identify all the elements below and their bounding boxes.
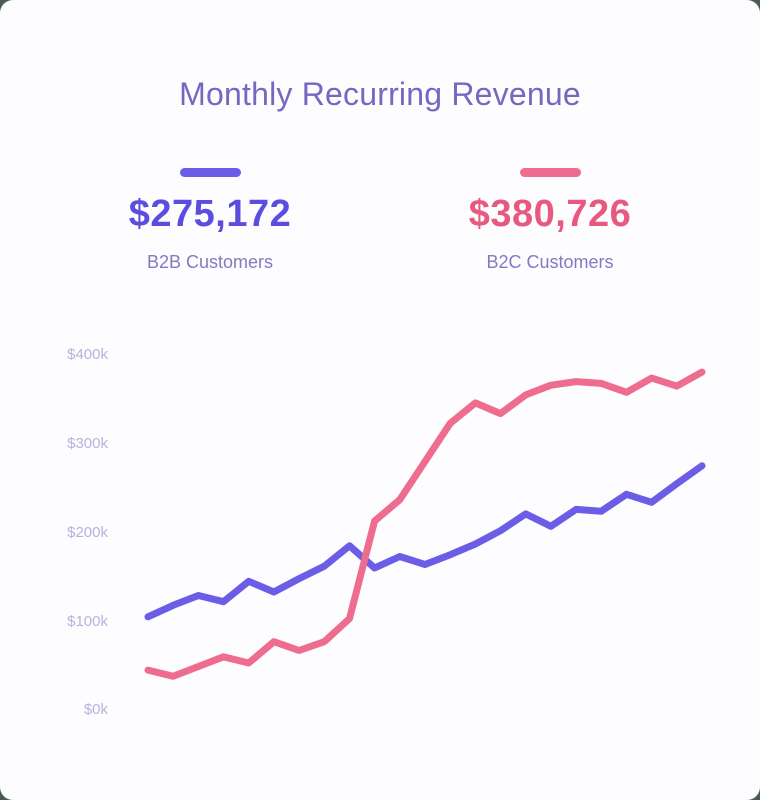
b2b-color-swatch: [179, 168, 241, 177]
y-axis-tick-200k: $200k: [67, 524, 108, 541]
b2b-line: [144, 462, 706, 621]
legend-item-b2b: $275,172 B2B Customers: [70, 168, 350, 273]
b2c-current-value: $380,726: [468, 193, 632, 235]
y-axis-tick-300k: $300k: [67, 435, 108, 452]
b2b-label: B2B Customers: [146, 252, 274, 272]
b2c-line: [144, 368, 706, 680]
y-axis-tick-100k: $100k: [67, 613, 108, 630]
legend-item-b2c: $380,726 B2C Customers: [410, 168, 690, 273]
b2c-color-swatch: [519, 168, 581, 177]
page-title: Monthly Recurring Revenue: [179, 76, 581, 112]
y-axis-tick-0k: $0k: [83, 701, 108, 718]
b2b-current-value: $275,172: [128, 193, 292, 235]
b2c-label: B2C Customers: [486, 252, 614, 272]
legend: $275,172 B2B Customers $380,726 B2C Cust…: [70, 168, 690, 273]
y-axis-tick-400k: $400k: [67, 346, 108, 363]
